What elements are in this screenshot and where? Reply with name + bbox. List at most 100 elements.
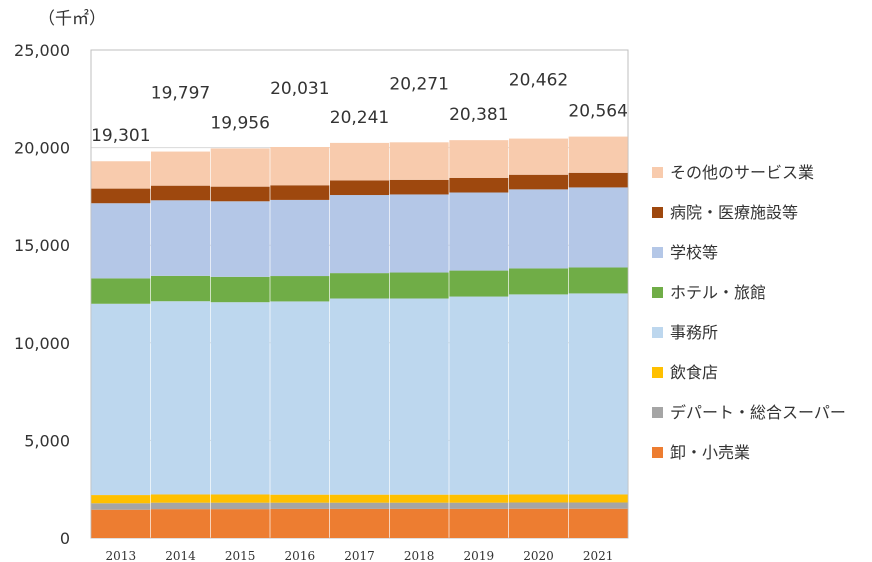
legend-swatch: [652, 327, 663, 338]
bar-segment: [449, 140, 508, 178]
x-tick-label: 2016: [285, 549, 316, 562]
x-axis-ticks: 2013 2014 2015 2016 2017 2018 2019 2020 2021: [106, 549, 614, 562]
bar-segment: [270, 276, 329, 301]
bar-segment: [449, 495, 508, 503]
bar-segment: [509, 502, 568, 508]
bar-segment: [270, 147, 329, 185]
total-label: 19,797: [151, 84, 210, 104]
legend: その他のサービス業病院・医療施設等学校等ホテル・旅館事務所飲食店デパート・総合ス…: [652, 163, 846, 462]
x-tick-label: 2017: [344, 549, 375, 562]
bar-segment: [151, 503, 210, 509]
x-tick-label: 2018: [404, 549, 435, 562]
x-tick-label: 2013: [106, 549, 137, 562]
bar-segment: [449, 178, 508, 193]
bar-segment: [449, 509, 508, 538]
total-label: 20,271: [389, 74, 448, 94]
bar-segment: [449, 271, 508, 297]
total-labels: 19,301 19,79719,95620,03120,24120,27120,3…: [91, 71, 628, 147]
legend-swatch: [652, 407, 663, 418]
bar-segment: [569, 293, 628, 494]
bar-segment: [270, 503, 329, 509]
bar-segment: [509, 175, 568, 190]
bar-segment: [270, 301, 329, 494]
bar-segment: [569, 173, 628, 188]
bar-segment: [569, 137, 628, 173]
total-label: 19,301: [91, 126, 150, 146]
bar-segment: [211, 148, 270, 186]
legend-label: 卸・小売業: [670, 443, 750, 462]
legend-label: ホテル・旅館: [670, 283, 766, 302]
bar-segment: [330, 143, 389, 180]
bar-segment: [151, 301, 210, 494]
bar-segment: [211, 302, 270, 494]
bar-segment: [569, 187, 628, 267]
bar-segment: [151, 276, 210, 301]
legend-label: 学校等: [670, 243, 718, 262]
y-axis-ticks: 0 5,000 10,000 15,000 20,000 25,000: [14, 41, 70, 548]
bar-segment: [330, 195, 389, 273]
bar-segment: [330, 180, 389, 195]
x-tick-label: 2015: [225, 549, 256, 562]
legend-label: その他のサービス業: [670, 163, 814, 182]
bar-segment: [509, 189, 568, 268]
legend-label: デパート・総合スーパー: [670, 403, 846, 422]
bar-segment: [390, 180, 449, 195]
y-tick-label: 20,000: [14, 139, 70, 158]
y-tick-label: 10,000: [14, 334, 70, 353]
bar-segment: [390, 194, 449, 272]
bar-segment: [390, 273, 449, 299]
bar-segment: [211, 187, 270, 202]
bar-segment: [211, 494, 270, 502]
bar-segment: [569, 494, 628, 502]
bar-segment: [449, 192, 508, 270]
total-label: 20,031: [270, 79, 329, 99]
bar-segment: [330, 273, 389, 298]
bar-segment: [151, 509, 210, 538]
x-tick-label: 2019: [464, 549, 495, 562]
total-label: 20,564: [568, 102, 627, 122]
bar-segment: [91, 510, 150, 538]
bar-segment: [270, 495, 329, 503]
bar-segment: [390, 495, 449, 503]
x-tick-label: 2014: [165, 549, 196, 562]
bar-segment: [569, 502, 628, 508]
legend-swatch: [652, 207, 663, 218]
x-tick-label: 2020: [523, 549, 554, 562]
bar-segment: [390, 509, 449, 538]
legend-swatch: [652, 447, 663, 458]
bar-segment: [390, 142, 449, 179]
total-label: 20,462: [509, 71, 568, 91]
bar-segment: [509, 509, 568, 538]
total-label: 19,956: [210, 113, 269, 133]
total-label: 20,241: [330, 108, 389, 128]
legend-swatch: [652, 367, 663, 378]
bar-segment: [211, 201, 270, 277]
bar-segment: [330, 509, 389, 538]
bar-segment: [91, 304, 150, 495]
bar-segment: [91, 203, 150, 278]
bar-segment: [509, 494, 568, 502]
bar-segment: [91, 495, 150, 503]
bar-segment: [151, 200, 210, 276]
bar-segment: [91, 189, 150, 204]
bar-segment: [330, 495, 389, 503]
legend-label: 病院・医療施設等: [670, 203, 798, 222]
bar-segment: [151, 494, 210, 502]
y-unit-label: （千㎡）: [38, 9, 106, 29]
bar-segment: [91, 503, 150, 509]
total-label: 20,381: [449, 105, 508, 125]
bar-segment: [509, 268, 568, 294]
legend-swatch: [652, 247, 663, 258]
bar-segment: [569, 267, 628, 293]
legend-swatch: [652, 287, 663, 298]
bar-segment: [509, 294, 568, 494]
bar-segment: [270, 185, 329, 200]
bar-segment: [91, 278, 150, 303]
bar-segment: [91, 161, 150, 188]
bar-segment: [449, 297, 508, 495]
bar-segment: [390, 503, 449, 509]
bar-segment: [211, 509, 270, 538]
y-tick-label: 25,000: [14, 41, 70, 60]
y-tick-label: 0: [60, 529, 70, 548]
